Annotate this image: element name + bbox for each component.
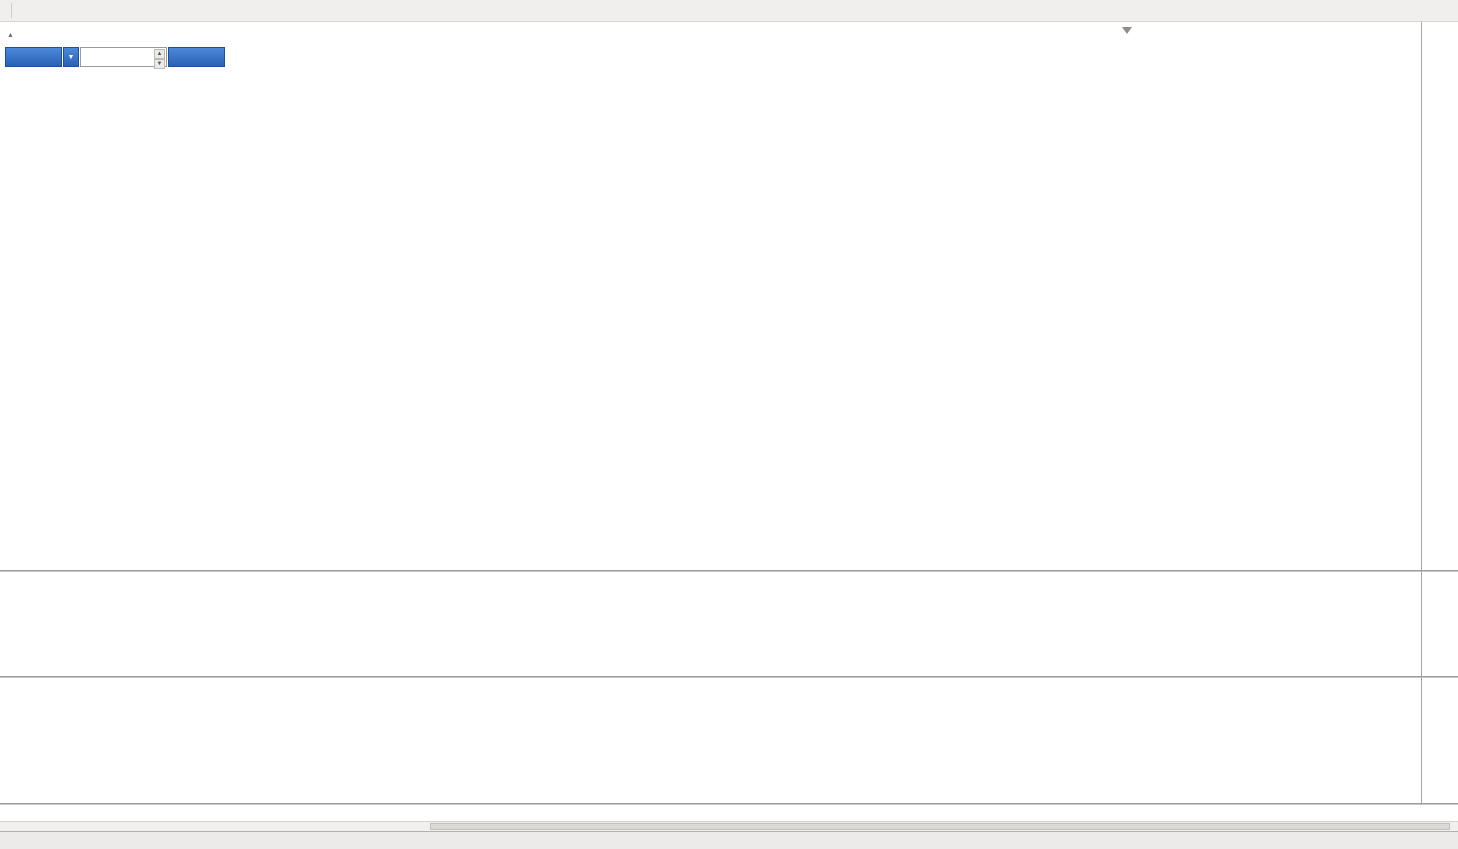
buy-button[interactable] bbox=[168, 47, 225, 67]
chart-shift-marker-icon bbox=[1122, 27, 1132, 34]
one-click-trading-panel: ▼ ▲ ▼ bbox=[5, 47, 227, 106]
price-axis-border bbox=[1421, 22, 1422, 821]
volume-decrease-button[interactable]: ▼ bbox=[154, 59, 165, 69]
horizontal-scrollbar-track[interactable] bbox=[0, 821, 1458, 831]
date-axis[interactable] bbox=[0, 805, 1458, 821]
chart-ohlc-header: ▲ bbox=[7, 29, 37, 40]
sell-button[interactable] bbox=[5, 47, 62, 67]
rsi-label bbox=[6, 681, 11, 692]
chevron-down-icon: ▼ bbox=[67, 53, 75, 61]
pane-splitter[interactable] bbox=[0, 676, 1458, 678]
ask-price-box[interactable] bbox=[117, 68, 226, 106]
volume-input[interactable] bbox=[81, 49, 166, 67]
pane-splitter[interactable] bbox=[0, 803, 1458, 805]
toolbar-separator bbox=[11, 3, 12, 18]
volume-field: ▲ ▼ bbox=[80, 47, 167, 69]
expand-arrow-icon: ▲ bbox=[7, 32, 14, 39]
volume-increase-button[interactable]: ▲ bbox=[154, 49, 165, 59]
bid-price-box[interactable] bbox=[5, 68, 114, 106]
macd-label bbox=[6, 575, 16, 586]
pane-splitter[interactable] bbox=[0, 570, 1458, 572]
horizontal-scrollbar-thumb[interactable] bbox=[430, 823, 1450, 830]
timeframe-toolbar bbox=[0, 0, 1458, 22]
volume-dropdown-button[interactable]: ▼ bbox=[63, 47, 79, 67]
chart-tab-bar bbox=[0, 831, 1458, 849]
